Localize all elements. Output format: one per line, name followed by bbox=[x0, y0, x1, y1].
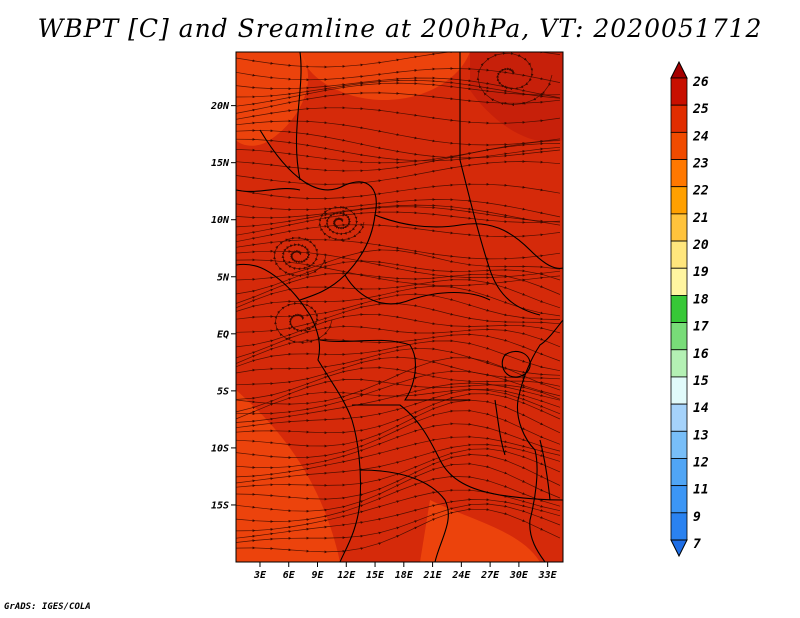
colorbar-max-arrow bbox=[670, 60, 688, 79]
colorbar-box bbox=[670, 213, 688, 242]
border-g bbox=[359, 469, 449, 562]
colorbar-label: 7 bbox=[693, 537, 701, 552]
colorbar-label: 22 bbox=[692, 184, 709, 199]
streamline bbox=[236, 223, 561, 243]
colorbar-label: 16 bbox=[693, 347, 709, 362]
colorbar-label: 11 bbox=[693, 483, 709, 498]
colorbar-label: 20 bbox=[692, 238, 709, 253]
coastline-west bbox=[236, 263, 362, 562]
colorbar-box bbox=[670, 295, 688, 323]
colorbar-box bbox=[670, 458, 688, 487]
colorbar-label: 19 bbox=[693, 265, 709, 280]
chart-title: WBPT [C] and Sreamline at 200hPa, VT: 20… bbox=[37, 14, 763, 43]
streamline bbox=[236, 182, 561, 200]
colorbar-box bbox=[670, 403, 688, 432]
colorbar-label: 21 bbox=[692, 211, 709, 226]
colorbar-label: 26 bbox=[692, 75, 709, 90]
colorbar-box bbox=[670, 186, 688, 215]
lat-tick-label: EQ bbox=[217, 329, 229, 340]
border-e bbox=[319, 339, 470, 401]
lon-tick-label: 9E bbox=[311, 570, 324, 581]
lon-tick-label: 3E bbox=[253, 570, 267, 581]
streamline bbox=[236, 507, 561, 554]
lon-tick-label: 18E bbox=[395, 570, 414, 581]
map-frame bbox=[235, 51, 564, 563]
grads-credit: GrADS: IGES/COLA bbox=[4, 602, 91, 612]
colorbar-box bbox=[670, 512, 688, 541]
colorbar-box bbox=[670, 430, 688, 459]
lake-victoria bbox=[501, 350, 531, 378]
colorbar-label: 13 bbox=[693, 428, 709, 443]
border-h bbox=[236, 52, 302, 192]
coastline-east bbox=[516, 319, 563, 562]
latitude-axis: 20N 15N 10N 5N EQ 5S 10S 15S bbox=[210, 101, 236, 511]
country-boundaries bbox=[236, 52, 563, 562]
colorbar-box bbox=[670, 159, 688, 188]
colorbar-label: 18 bbox=[693, 292, 709, 307]
colorbar-label: 14 bbox=[693, 401, 709, 416]
colorbar-label: 17 bbox=[693, 320, 709, 335]
colorbar-min-arrow bbox=[670, 539, 688, 558]
colorbar-box bbox=[670, 322, 688, 351]
lon-tick-label: 21E bbox=[423, 570, 443, 581]
lat-tick-label: 5S bbox=[217, 386, 229, 397]
lon-tick-label: 15E bbox=[366, 570, 385, 581]
streamline bbox=[236, 52, 561, 69]
lake-malawi bbox=[539, 439, 551, 501]
lon-tick-label: 30E bbox=[509, 570, 529, 581]
border-d bbox=[344, 274, 491, 305]
colorbar-box bbox=[670, 240, 688, 269]
streamline bbox=[273, 236, 327, 278]
streamline bbox=[318, 205, 365, 242]
border-f bbox=[352, 404, 563, 501]
lat-tick-label: 15N bbox=[211, 158, 230, 169]
colorbar-box bbox=[670, 485, 688, 514]
colorbar-label: 15 bbox=[693, 374, 709, 389]
streamline bbox=[236, 160, 561, 186]
border-c bbox=[459, 52, 541, 316]
colorbar-box bbox=[670, 77, 688, 106]
lat-tick-label: 15S bbox=[211, 500, 229, 511]
colorbar-box bbox=[670, 349, 688, 378]
colorbar-label: 25 bbox=[692, 102, 709, 117]
lat-tick-label: 20N bbox=[210, 101, 230, 112]
lon-tick-label: 33E bbox=[538, 570, 558, 581]
lake-tanganyika bbox=[494, 399, 506, 456]
colorbar-box bbox=[670, 104, 688, 133]
lon-tick-label: 12E bbox=[337, 570, 356, 581]
colorbar: 26 25 24 23 22 21 20 19 18 17 16 15 14 13 12 11 9 7 bbox=[670, 60, 709, 558]
streamline bbox=[476, 52, 553, 107]
colorbar-box bbox=[670, 267, 688, 296]
border-a bbox=[259, 129, 377, 301]
lon-tick-label: 27E bbox=[480, 570, 500, 581]
colorbar-label: 24 bbox=[692, 129, 709, 144]
colorbar-box bbox=[670, 376, 688, 405]
lat-tick-label: 10S bbox=[211, 443, 229, 454]
longitude-axis: 3E 6E 9E 12E 15E 18E 21E 24E 27E 30E 33E bbox=[253, 562, 558, 581]
streamline bbox=[274, 301, 333, 345]
colorbar-box bbox=[670, 131, 688, 160]
border-b bbox=[374, 214, 563, 269]
lon-tick-label: 6E bbox=[283, 570, 296, 581]
lat-tick-label: 10N bbox=[211, 215, 230, 226]
colorbar-label: 9 bbox=[693, 510, 701, 525]
lon-tick-label: 24E bbox=[451, 570, 471, 581]
colorbar-label: 12 bbox=[693, 455, 709, 470]
lat-tick-label: 5N bbox=[217, 272, 230, 283]
colorbar-label: 23 bbox=[692, 157, 709, 172]
